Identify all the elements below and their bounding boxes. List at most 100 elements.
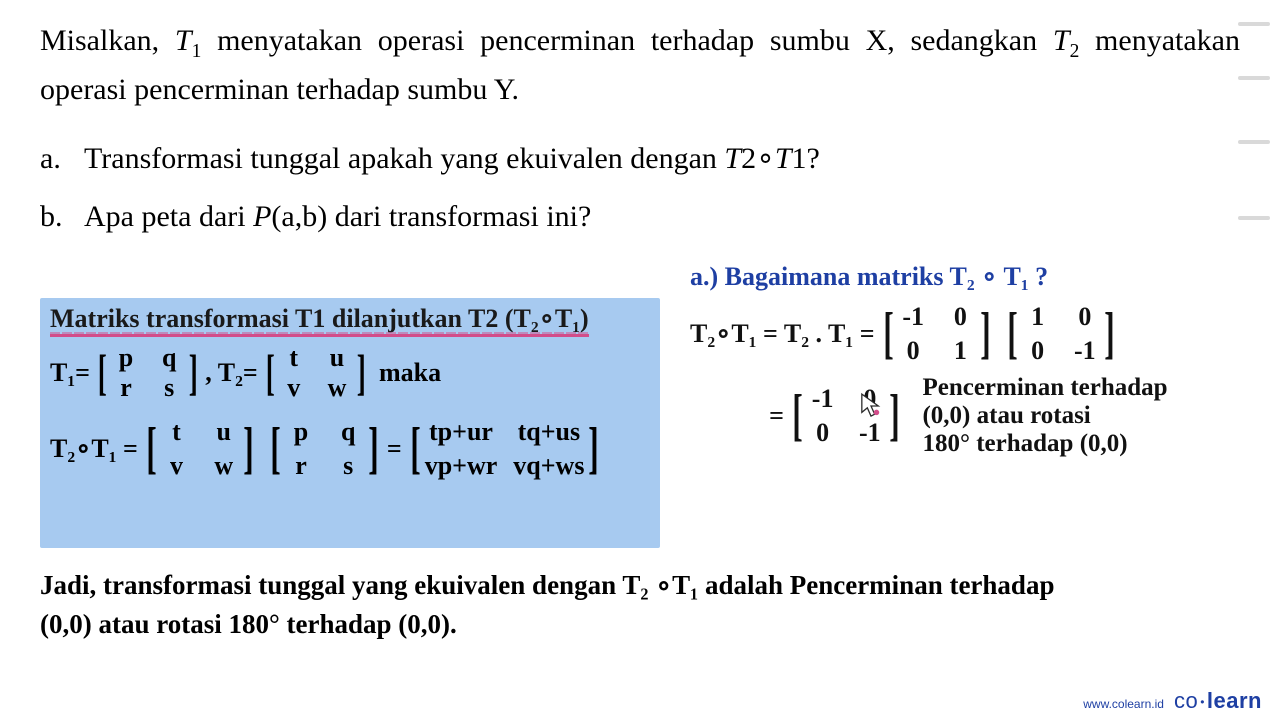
m4-a: p [285, 417, 316, 447]
matrix-B: [ 10 0-1 ] [1003, 302, 1119, 366]
T1-sub: 1 [192, 41, 202, 62]
conclusion-line2: (0,0) atau rotasi 180° terhadap (0,0). [40, 605, 1220, 644]
hl-T2eq: , T₂= [205, 358, 257, 388]
m1-c: r [110, 373, 141, 403]
item-a-T2: T [724, 142, 741, 175]
logo-thin: co [1174, 688, 1198, 713]
hl-T1eq: T₁= [50, 358, 90, 388]
sol-eq: = [690, 401, 784, 431]
item-b-pre: Apa peta dari [84, 200, 253, 233]
list-item: b. Apa peta dari P(a,b) dari transformas… [40, 194, 1240, 241]
item-label-b: b. [40, 194, 84, 241]
logo-bold: learn [1207, 688, 1262, 713]
hl-title-mid: dilanjutkan T [325, 304, 485, 333]
m1-b: q [154, 343, 185, 373]
item-a-sub2: 2 [741, 142, 756, 175]
matrix-C: [ -10 0-1 ] [788, 384, 904, 448]
edge-tick [1238, 22, 1270, 26]
m5-a: tp+ur [425, 417, 498, 447]
hl-maka: maka [379, 358, 441, 388]
matrix-T2: [ tu vw ] [262, 343, 369, 403]
highlight-title: Matriks transformasi T1 dilanjutkan T2 (… [50, 304, 589, 337]
mB-c: 0 [1022, 336, 1053, 366]
mB-b: 0 [1069, 302, 1100, 332]
edge-tick [1238, 140, 1270, 144]
solution-right-column: a.) Bagaimana matriks T₂ ∘ T₁ ? T₂∘T₁ = … [690, 262, 1250, 458]
item-label-a: a. [40, 136, 84, 183]
mA-a: -1 [898, 302, 929, 332]
conclusion-line1: Jadi, transformasi tunggal yang ekuivale… [40, 566, 1220, 605]
m4-b: q [333, 417, 364, 447]
item-b-body: Apa peta dari P(a,b) dari transformasi i… [84, 194, 591, 241]
m5-b: tq+us [513, 417, 584, 447]
matrix-A: [ -10 01 ] [879, 302, 995, 366]
mA-d: 1 [945, 336, 976, 366]
hl-title-paren: (T₂∘T₁) [498, 304, 588, 333]
highlight-formula-box: Matriks transformasi T1 dilanjutkan T2 (… [40, 298, 660, 548]
item-a-sub1: 1 [792, 142, 807, 175]
solution-line1: T₂∘T₁ = T₂ . T₁ = [ -10 01 ] [ 10 0-1 ] [690, 302, 1250, 366]
item-a-body: Transformasi tunggal apakah yang ekuival… [84, 136, 820, 183]
mB-a: 1 [1022, 302, 1053, 332]
mC-a: -1 [807, 384, 838, 414]
item-b-P: P [253, 200, 271, 233]
mB-d: -1 [1069, 336, 1100, 366]
explain-1: Pencerminan terhadap [922, 374, 1167, 402]
edge-tick [1238, 76, 1270, 80]
hl-prod-pre: T₂∘T₁ = [50, 434, 138, 464]
m5-c: vp+wr [425, 451, 498, 481]
edge-marks-mid [1238, 140, 1270, 220]
item-a-pre: Transformasi tunggal apakah yang ekuival… [84, 142, 724, 175]
m1-d: s [154, 373, 185, 403]
item-a-circ: ∘ [756, 142, 775, 175]
highlight-row-definitions: T₁= [ pq rs ] , T₂= [ tu vw ] maka [50, 343, 650, 403]
mA-c: 0 [898, 336, 929, 366]
logo-dot: • [1198, 695, 1207, 709]
hl-title-sub1: 1 [312, 304, 325, 333]
problem-list: a. Transformasi tunggal apakah yang ekui… [40, 136, 1240, 241]
highlight-row-product: T₂∘T₁ = [ tu vw ] [ pq rs ] = [ [50, 417, 650, 481]
hl-title-sub2: 2 [485, 304, 498, 333]
m2-a: t [278, 343, 309, 373]
matrix-product: [ tp+urtq+us vp+wrvq+ws ] [406, 417, 604, 481]
hl-eq: = [387, 434, 402, 464]
list-item: a. Transformasi tunggal apakah yang ekui… [40, 136, 1240, 183]
mC-c: 0 [807, 418, 838, 448]
matrix-T1: [ pq rs ] [94, 343, 201, 403]
item-a-post: ? [807, 142, 820, 175]
m4-d: s [333, 451, 364, 481]
intro-pre: Misalkan, [40, 24, 175, 57]
pointer-cursor-icon [860, 392, 882, 420]
solution-line2: = [ -10 0-1 ] Pencerminan terhadap (0,0)… [690, 374, 1250, 458]
solution-header: a.) Bagaimana matriks T₂ ∘ T₁ ? [690, 262, 1250, 292]
matrix-factor-right: [ pq rs ] [266, 417, 382, 481]
hl-title-pre: Matriks transformasi T [50, 304, 312, 333]
explain-3: 180° terhadap (0,0) [922, 430, 1167, 458]
explain-2: (0,0) atau rotasi [922, 402, 1167, 430]
m3-d: w [208, 451, 239, 481]
edge-tick [1238, 216, 1270, 220]
intro-mid: menyatakan operasi pencerminan terhadap … [201, 24, 1053, 57]
m4-c: r [285, 451, 316, 481]
conclusion: Jadi, transformasi tunggal yang ekuivale… [40, 566, 1220, 644]
m2-b: u [321, 343, 352, 373]
matrix-factor-left: [ tu vw ] [142, 417, 258, 481]
page-root: Misalkan, T1 menyatakan operasi pencermi… [0, 0, 1280, 720]
item-b-Pargs: (a,b) [271, 200, 327, 233]
item-b-post: dari transformasi ini? [327, 200, 591, 233]
item-a-T1: T [775, 142, 792, 175]
T2-symbol: T [1053, 24, 1070, 57]
mA-b: 0 [945, 302, 976, 332]
T2-sub: 2 [1070, 41, 1080, 62]
footer: www.colearn.id co•learn [1083, 688, 1262, 714]
problem-intro: Misalkan, T 1 menyatakan operasi pencermi… [40, 18, 1240, 114]
m3-c: v [161, 451, 192, 481]
mC-d: -1 [854, 418, 885, 448]
m3-b: u [208, 417, 239, 447]
footer-url: www.colearn.id [1083, 697, 1164, 711]
m1-a: p [110, 343, 141, 373]
m2-c: v [278, 373, 309, 403]
edge-marks-top [1238, 22, 1270, 80]
m5-d: vq+ws [513, 451, 584, 481]
footer-logo: co•learn [1174, 688, 1262, 714]
